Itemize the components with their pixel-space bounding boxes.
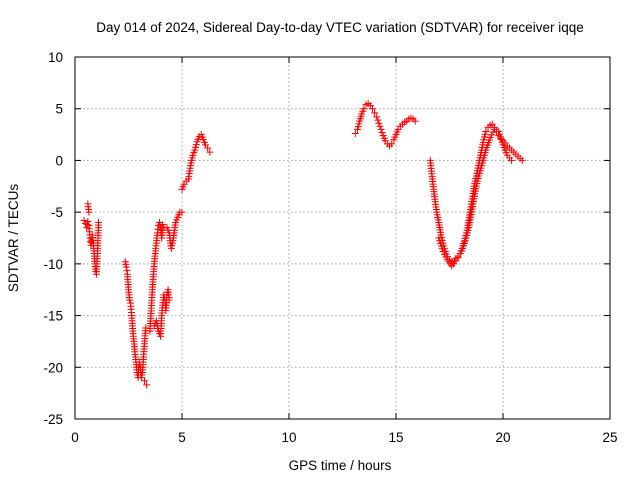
data-point xyxy=(411,117,419,125)
x-tick-label: 10 xyxy=(281,430,296,445)
y-axis-label: SDTVAR / TECUs xyxy=(6,184,21,293)
data-point xyxy=(360,105,368,113)
data-point xyxy=(85,208,93,216)
data-point xyxy=(490,125,498,133)
data-point xyxy=(143,381,151,389)
y-tick-label: -5 xyxy=(51,205,63,220)
data-point xyxy=(80,216,88,224)
x-tick-label: 15 xyxy=(388,430,403,445)
data-point xyxy=(126,296,134,304)
data-point xyxy=(123,267,131,275)
y-tick-label: -15 xyxy=(43,309,63,324)
y-tick-label: -10 xyxy=(43,257,63,272)
data-point xyxy=(371,109,379,117)
data-point xyxy=(482,127,490,135)
data-point xyxy=(165,296,173,304)
data-point xyxy=(122,263,130,271)
data-point xyxy=(142,324,150,332)
data-point xyxy=(377,125,385,133)
data-point xyxy=(204,144,212,152)
data-point xyxy=(373,113,381,121)
data-point xyxy=(178,208,186,216)
y-tick-label: 10 xyxy=(48,50,63,65)
x-tick-label: 0 xyxy=(71,430,79,445)
data-point xyxy=(206,148,214,156)
plot-frame xyxy=(74,56,611,420)
data-point xyxy=(83,221,91,229)
data-point xyxy=(388,140,396,148)
data-point xyxy=(508,156,516,164)
data-point xyxy=(84,217,92,225)
data-point xyxy=(141,377,149,385)
chart-title: Day 014 of 2024, Sidereal Day-to-day VTE… xyxy=(96,20,583,35)
data-point xyxy=(351,130,359,138)
y-tick-label: -25 xyxy=(43,412,63,427)
data-point xyxy=(378,129,386,137)
data-point xyxy=(374,116,382,124)
data-points xyxy=(80,100,526,389)
x-axis-label: GPS time / hours xyxy=(289,458,392,473)
data-point xyxy=(375,119,383,127)
axis-ticks xyxy=(74,56,611,420)
tick-labels: 0 5 10 15 20 25 -25 -20 -15 -10 -5 0 5 10 xyxy=(43,50,617,445)
x-tick-label: 5 xyxy=(178,430,186,445)
data-point xyxy=(159,221,167,229)
x-tick-label: 25 xyxy=(602,430,617,445)
y-tick-label: 0 xyxy=(55,153,63,168)
data-point xyxy=(376,122,384,130)
y-tick-label: -20 xyxy=(43,360,63,375)
data-point xyxy=(368,105,376,113)
y-tick-label: 5 xyxy=(55,102,63,117)
data-point xyxy=(518,156,526,164)
data-point xyxy=(95,218,103,226)
x-tick-label: 20 xyxy=(495,430,510,445)
